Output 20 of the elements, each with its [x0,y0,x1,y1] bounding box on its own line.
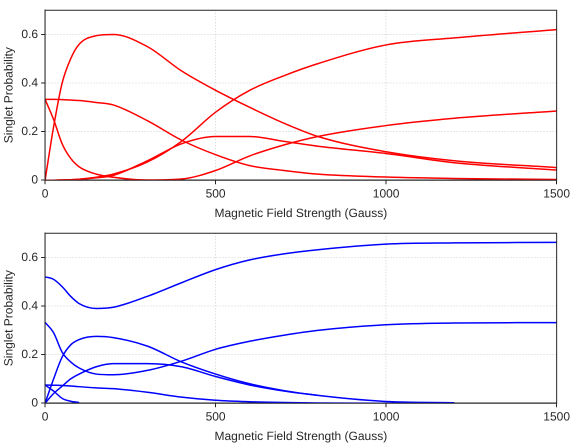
x-tick-label: 1500 [543,186,570,201]
y-tick-label: 0.2 [21,124,38,138]
y-tick-label: 0.6 [21,26,38,41]
x-tick-label: 1500 [543,410,570,424]
x-tick-label: 500 [206,186,226,201]
y-axis-title: Singlet Probability [2,47,16,144]
y-tick-label: 0.4 [21,298,38,312]
x-axis-title: Magnetic Field Strength (Gauss) [214,429,388,444]
x-tick-label: 1000 [372,186,400,201]
y-axis-title: Singlet Probability [2,270,16,366]
y-tick-label: 0 [31,396,38,410]
x-axis-title: Magnetic Field Strength (Gauss) [214,206,388,220]
y-tick-label: 0.6 [21,250,38,264]
x-tick-label: 1000 [372,410,400,424]
x-tick-label: 0 [42,410,49,424]
x-tick-label: 500 [206,410,226,424]
y-tick-label: 0.2 [21,346,38,361]
y-tick-label: 0 [31,172,38,187]
y-tick-label: 0.4 [21,75,38,90]
x-tick-label: 0 [42,186,49,201]
